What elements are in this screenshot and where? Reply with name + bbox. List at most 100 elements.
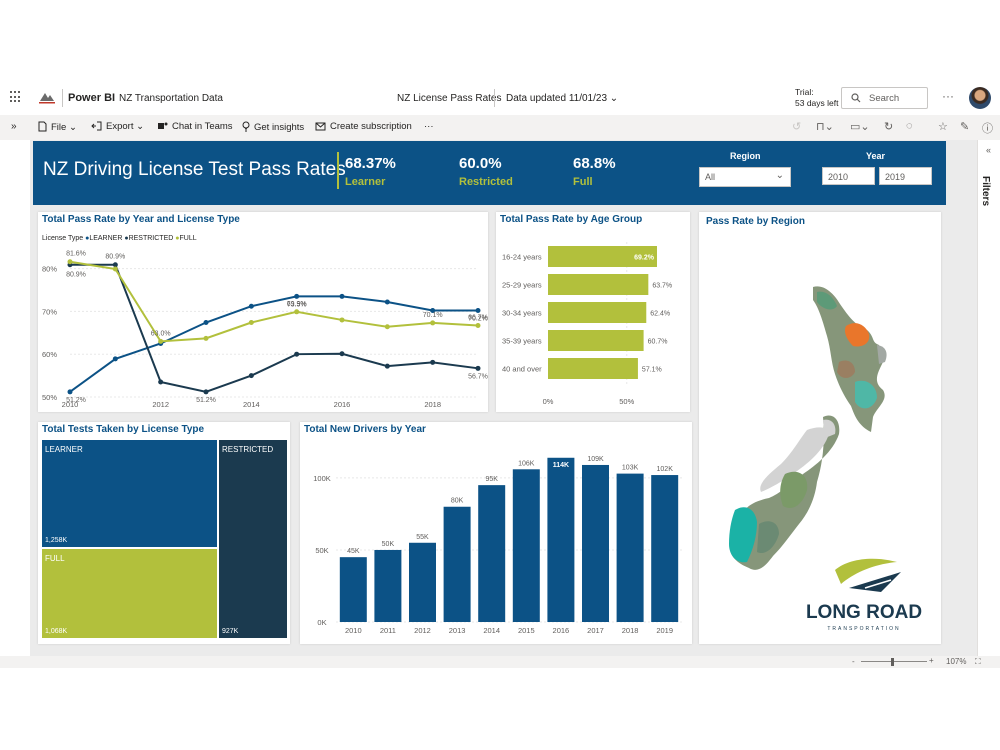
age-bar <box>548 274 649 295</box>
header-banner: NZ Driving License Test Pass Rates 68.37… <box>33 141 946 205</box>
data-point <box>384 363 390 369</box>
x-tick-label: 0% <box>543 397 554 406</box>
treemap-cell-restricted[interactable]: RESTRICTED 927K <box>219 440 287 638</box>
kpi-value: 68.8% <box>573 155 616 172</box>
year-filter-label: Year <box>866 151 886 161</box>
y-tick-label: 100K <box>313 474 331 483</box>
region-nelson[interactable] <box>823 419 836 438</box>
reset-icon[interactable]: ↺ <box>792 121 802 133</box>
fit-to-page-icon[interactable]: ⛶ <box>975 657 981 666</box>
category-label: 16-24 years <box>502 253 542 262</box>
bookmark-icon[interactable]: ⊓⌄ <box>816 121 834 133</box>
age-bar <box>548 330 644 351</box>
create-subscription-button[interactable]: Create subscription <box>315 121 412 132</box>
column-bar <box>651 475 679 622</box>
region-canterbury[interactable] <box>780 471 808 509</box>
data-label: 62.4% <box>650 311 670 318</box>
category-label: 25-29 years <box>502 281 542 290</box>
info-icon[interactable]: ⓘ <box>982 123 993 135</box>
data-point <box>67 259 73 265</box>
zoom-level: 107% <box>946 657 967 666</box>
filters-pane-label: Filters <box>980 176 991 207</box>
region-hawkes-bay[interactable] <box>855 380 877 409</box>
zoom-slider-handle[interactable] <box>891 658 894 666</box>
pass-rate-region-map[interactable]: Pass Rate by Region <box>699 212 941 644</box>
year-from-input[interactable]: 2010 <box>822 167 875 185</box>
collapse-icon[interactable]: « <box>986 145 992 155</box>
brand-name: LONG ROAD <box>806 602 922 623</box>
comment-icon[interactable]: ◌ <box>906 120 913 132</box>
x-tick-label: 2014 <box>243 400 260 409</box>
edit-icon[interactable]: ✎ <box>960 121 970 133</box>
region-west-coast[interactable] <box>760 427 829 492</box>
zoom-out-button[interactable]: - <box>852 657 855 666</box>
y-tick-label: 70% <box>42 307 57 316</box>
north-island-region[interactable] <box>813 286 885 432</box>
data-point <box>112 262 118 268</box>
region-auckland[interactable] <box>844 323 870 347</box>
data-updated-dropdown[interactable]: Data updated 11/01/23 ⌄ <box>506 93 618 104</box>
y-tick-label: 50% <box>42 393 57 402</box>
data-label: 73.5% <box>287 301 307 308</box>
age-bar <box>548 246 657 267</box>
column-bar <box>512 469 540 622</box>
workspace-name[interactable]: NZ Transportation Data <box>119 93 223 104</box>
data-point <box>158 338 164 344</box>
new-drivers-column-chart[interactable]: Total New Drivers by Year 100K 50K 0K 45K 20… <box>300 422 692 644</box>
data-point <box>248 320 254 326</box>
data-label: 69.9% <box>287 301 307 308</box>
data-point <box>158 379 164 385</box>
legend-item[interactable]: FULL <box>179 235 197 242</box>
region-southland[interactable] <box>729 507 757 563</box>
x-tick-label: 2010 <box>62 400 79 409</box>
x-tick-label: 2011 <box>380 626 396 635</box>
column-bar <box>339 557 367 622</box>
file-icon <box>38 121 47 132</box>
zoom-slider[interactable] <box>861 661 927 662</box>
treemap-cell-full[interactable]: FULL 1,068K <box>42 549 217 638</box>
legend-dot-icon: ● <box>175 235 180 242</box>
data-label: 51.2% <box>66 397 86 404</box>
filters-pane[interactable]: « Filters <box>977 140 1000 656</box>
file-menu[interactable]: File ⌄ <box>38 121 77 133</box>
chat-in-teams-button[interactable]: Chat in Teams <box>157 121 233 132</box>
search-input[interactable]: Search <box>841 87 928 109</box>
brand-logo-icon <box>835 558 901 592</box>
x-tick-label: 2019 <box>656 626 673 635</box>
app-launcher-icon[interactable] <box>10 91 22 103</box>
zoom-in-button[interactable]: + <box>929 656 934 665</box>
year-to-input[interactable]: 2019 <box>879 167 932 185</box>
data-label: 56.7% <box>468 373 488 380</box>
x-tick-label: 2016 <box>553 626 570 635</box>
treemap-cell-learner[interactable]: LEARNER 1,258K <box>42 440 217 547</box>
more-options-icon[interactable]: ··· <box>424 121 434 132</box>
data-label: 109K <box>587 456 604 463</box>
region-gisborne[interactable] <box>877 345 887 364</box>
age-group-bar-chart[interactable]: Total Pass Rate by Age Group 16-24 years… <box>496 212 690 412</box>
view-icon[interactable]: ▭⌄ <box>850 121 870 133</box>
avatar[interactable] <box>969 87 991 109</box>
age-bar <box>548 358 638 379</box>
region-waikato[interactable] <box>837 360 855 378</box>
data-label: 114K <box>553 462 569 469</box>
legend-item[interactable]: LEARNER <box>89 235 123 242</box>
get-insights-button[interactable]: Get insights <box>242 121 304 133</box>
pass-rate-line-chart[interactable]: Total Pass Rate by Year and License Type… <box>38 212 488 412</box>
data-point <box>339 317 345 323</box>
chart-legend: License Type ●LEARNER ●RESTRICTED ●FULL <box>42 235 197 242</box>
chevron-down-icon: ⌄ <box>136 121 145 132</box>
refresh-icon[interactable]: ↻ <box>884 121 894 133</box>
region-otago[interactable] <box>757 521 779 554</box>
more-options-icon[interactable]: ··· <box>942 89 954 103</box>
report-name[interactable]: NZ License Pass Rates <box>397 93 502 104</box>
data-label: 50K <box>382 541 395 548</box>
y-tick-label: 50K <box>315 546 328 555</box>
export-menu[interactable]: Export ⌄ <box>91 121 144 132</box>
region-dropdown[interactable]: All ⌄ <box>699 167 791 187</box>
expand-pane-icon[interactable]: » <box>11 121 17 132</box>
legend-item[interactable]: RESTRICTED <box>128 235 174 242</box>
favorite-icon[interactable]: ☆ <box>938 121 948 133</box>
tests-treemap[interactable]: Total Tests Taken by License Type LEARNE… <box>38 422 290 644</box>
region-northland[interactable] <box>817 291 837 310</box>
app-name[interactable]: Power BI <box>68 92 116 104</box>
